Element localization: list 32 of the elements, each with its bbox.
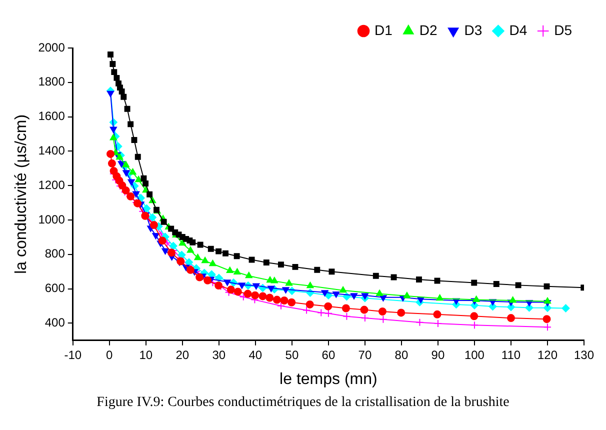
text: Figure IV.9: Courbes conductimétriques de la cristallisation de la brushite	[96, 395, 510, 411]
y-tick-label: 1800	[38, 74, 66, 89]
legend-label: D5	[554, 22, 572, 38]
x-tick-label: -10	[64, 348, 82, 362]
legend-label: D4	[509, 22, 528, 38]
x-tick-label: 110	[501, 348, 521, 362]
y-axis-title: la conductivité (µs/cm)	[13, 114, 30, 274]
legend-label: D2	[419, 22, 438, 38]
x-tick-label: 10	[139, 348, 153, 362]
y-tick-label: 600	[44, 281, 66, 296]
y-tick-label: 1400	[38, 144, 66, 158]
x-tick-label: 50	[285, 348, 299, 362]
x-tick-label: 130	[574, 348, 594, 362]
x-tick-label: 80	[394, 348, 408, 362]
y-tick-label: 1000	[38, 212, 66, 226]
x-tick-label: 30	[212, 348, 226, 362]
x-tick-label: 100	[464, 348, 485, 362]
x-tick-label: 60	[322, 348, 336, 362]
x-tick-label: 120	[537, 348, 558, 362]
y-tick-label: 1200	[38, 178, 66, 192]
y-tick-label: 800	[44, 246, 66, 261]
x-tick-label: 40	[248, 348, 262, 362]
x-tick-label: 20	[176, 348, 190, 362]
x-tick-label: 90	[431, 348, 445, 362]
legend-label: D3	[464, 22, 482, 38]
y-tick-label: 1600	[38, 109, 66, 124]
x-axis-title: le temps (mn)	[280, 370, 378, 388]
y-tick-label: 2000	[38, 40, 66, 54]
y-tick-label: 400	[44, 316, 66, 330]
legend-label: D1	[374, 22, 393, 38]
x-tick-label: 0	[106, 348, 114, 362]
x-tick-label: 70	[358, 348, 372, 362]
